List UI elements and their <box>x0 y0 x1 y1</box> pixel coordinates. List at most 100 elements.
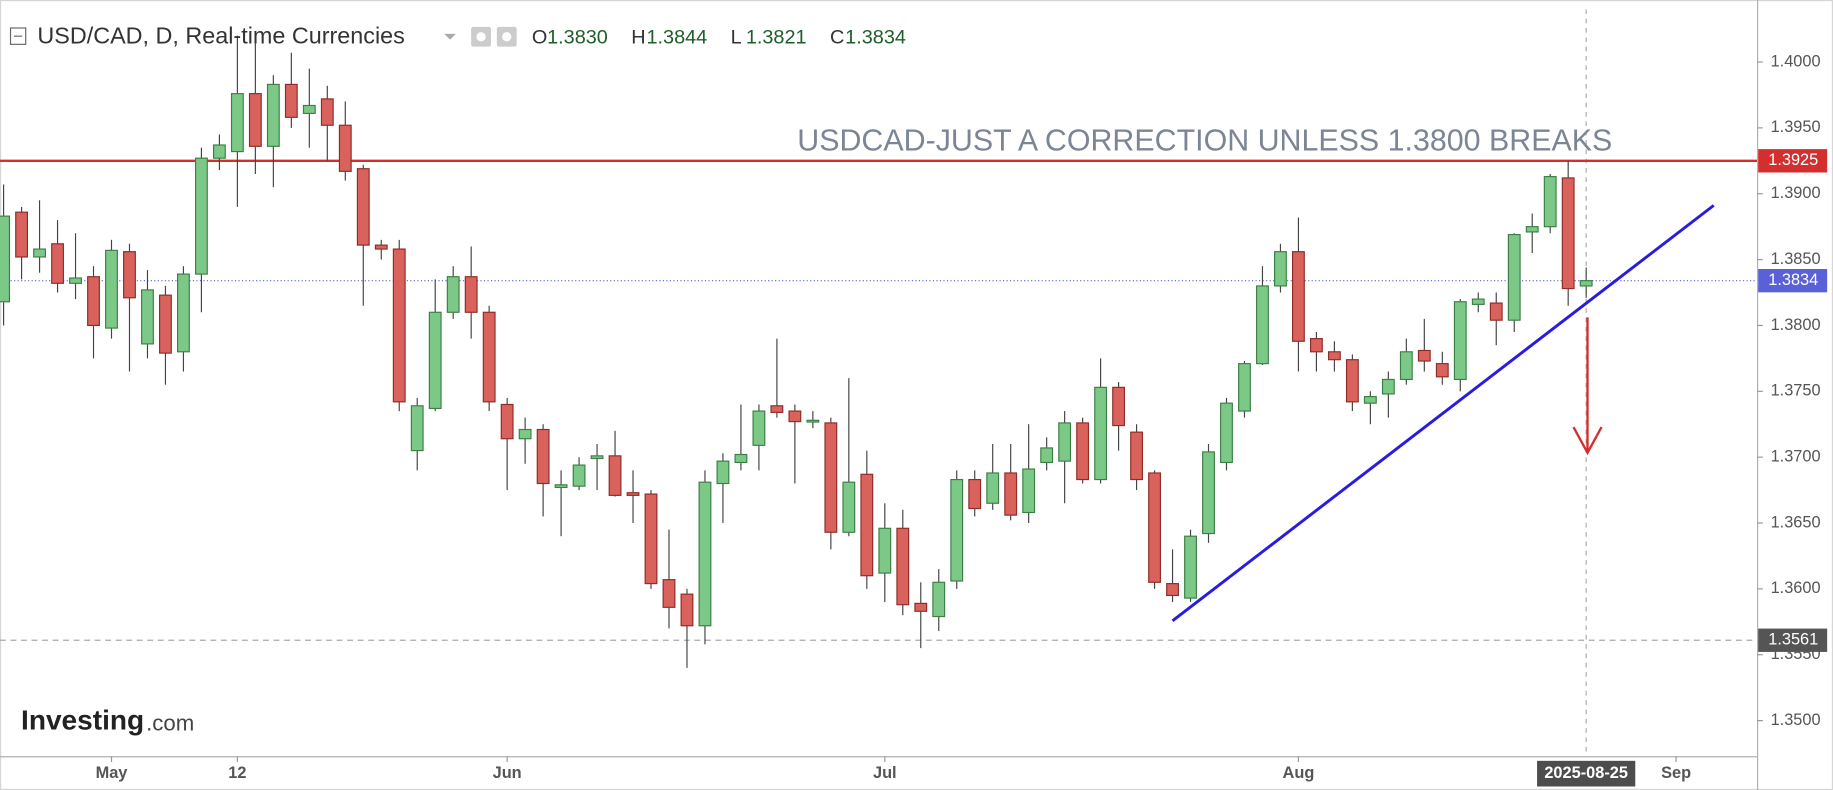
candle-body <box>1399 351 1413 381</box>
ohlc-name: C <box>830 27 844 49</box>
candle-body <box>986 472 1000 504</box>
candle-body <box>177 273 190 353</box>
y-tick-label: 1.3500 <box>1771 711 1821 729</box>
candle-body <box>770 405 784 413</box>
candle-body <box>51 243 64 284</box>
candle-body <box>590 455 604 460</box>
candle-body <box>0 215 11 303</box>
candle-body <box>1058 422 1072 462</box>
candle-body <box>950 478 964 582</box>
candle-body <box>1256 285 1269 365</box>
x-tick-label: Jun <box>493 764 522 782</box>
plot-area <box>0 9 1758 757</box>
candle-body <box>752 410 766 446</box>
candle-body <box>87 276 100 327</box>
logo-suffix: .com <box>146 711 194 736</box>
gear-icon-dot <box>502 32 512 42</box>
settings-icon-dot <box>476 32 486 42</box>
candle-body <box>1112 386 1126 427</box>
candle-body <box>320 98 334 126</box>
candle-body <box>446 276 460 313</box>
x-tick-label: Sep <box>1661 764 1691 782</box>
candle-body <box>230 93 244 153</box>
candle-body <box>518 428 532 440</box>
candle-body <box>141 289 154 345</box>
candle-body <box>284 83 298 118</box>
ohlc-value: 1.3830 <box>547 27 608 49</box>
candle-body <box>1345 359 1359 403</box>
level-tag <box>1758 268 1828 293</box>
candle-body <box>1489 302 1503 321</box>
candle-body <box>716 460 730 485</box>
candle-body <box>302 104 316 114</box>
candle-body <box>1040 447 1054 464</box>
candle-body <box>500 403 514 440</box>
level-label: 1.3834 <box>1768 271 1818 289</box>
logo-brand: Investing <box>21 705 144 736</box>
candle-body <box>1094 386 1108 481</box>
collapse-icon[interactable] <box>9 27 27 45</box>
candle-body <box>464 276 478 313</box>
candle-body <box>1579 280 1593 287</box>
candle-body <box>1507 233 1521 321</box>
candle-body <box>1435 363 1449 378</box>
candle-body <box>914 602 928 612</box>
candle-body <box>1381 378 1395 395</box>
level-label: 1.3925 <box>1768 151 1818 169</box>
ohlc-name: L <box>731 27 742 49</box>
candle-body <box>15 211 29 258</box>
candle-body <box>1417 349 1431 362</box>
candle-body <box>1004 472 1018 516</box>
ohlc-header: O 1.3830 H 1.3844 L 1.3821 C 1.3834 <box>532 27 906 49</box>
candle-body <box>788 410 802 423</box>
x-tick-label: Aug <box>1283 764 1315 782</box>
x-tick-label: 12 <box>228 764 246 782</box>
candle-body <box>410 405 424 452</box>
y-tick-label: 1.3650 <box>1771 513 1821 531</box>
candle-body <box>878 527 892 574</box>
y-tick-label: 1.3900 <box>1771 184 1821 202</box>
candle-body <box>968 478 982 510</box>
candle-body <box>194 157 208 275</box>
x-tick-label: Jul <box>873 764 897 782</box>
y-tick-label: 1.3600 <box>1771 579 1821 597</box>
candle-body <box>626 492 640 496</box>
candle-body <box>1184 535 1197 599</box>
level-tag <box>1758 149 1828 173</box>
ohlc-name: H <box>631 27 645 49</box>
candle-body <box>536 428 550 485</box>
candle-body <box>1561 177 1575 290</box>
candle-body <box>1238 363 1251 412</box>
candle-body <box>1130 431 1144 481</box>
candle-body <box>33 248 46 258</box>
candle-body <box>1274 251 1287 287</box>
trend-line <box>1171 204 1715 622</box>
cursor-tag <box>1537 760 1636 787</box>
candle-body <box>932 581 946 618</box>
ohlc-value: 1.3844 <box>646 27 707 49</box>
candle-body <box>1022 468 1036 514</box>
candle-body <box>842 481 856 533</box>
chart-title: USD/CAD, D, Real-time Currencies <box>37 23 404 49</box>
candle-body <box>572 464 586 487</box>
candle-body <box>1202 451 1215 535</box>
down-arrow-head <box>1572 426 1603 456</box>
candle-body <box>69 277 82 284</box>
candle-body <box>1166 583 1179 597</box>
y-tick-label: 1.4000 <box>1771 52 1821 70</box>
level-label: 1.3561 <box>1768 631 1818 649</box>
candle-body <box>1291 251 1305 342</box>
candle-body <box>266 83 280 147</box>
y-tick-label: 1.3850 <box>1771 250 1821 268</box>
candle-body <box>1471 298 1485 305</box>
candle-body <box>1148 472 1161 583</box>
candle-body <box>1543 176 1557 228</box>
candle-body <box>392 248 406 403</box>
candle-body <box>1327 351 1341 361</box>
candle-body <box>338 124 352 172</box>
candle-body <box>1525 226 1539 233</box>
candle-body <box>1220 402 1233 464</box>
candle-body <box>212 144 226 159</box>
dropdown-icon[interactable] <box>444 33 456 40</box>
